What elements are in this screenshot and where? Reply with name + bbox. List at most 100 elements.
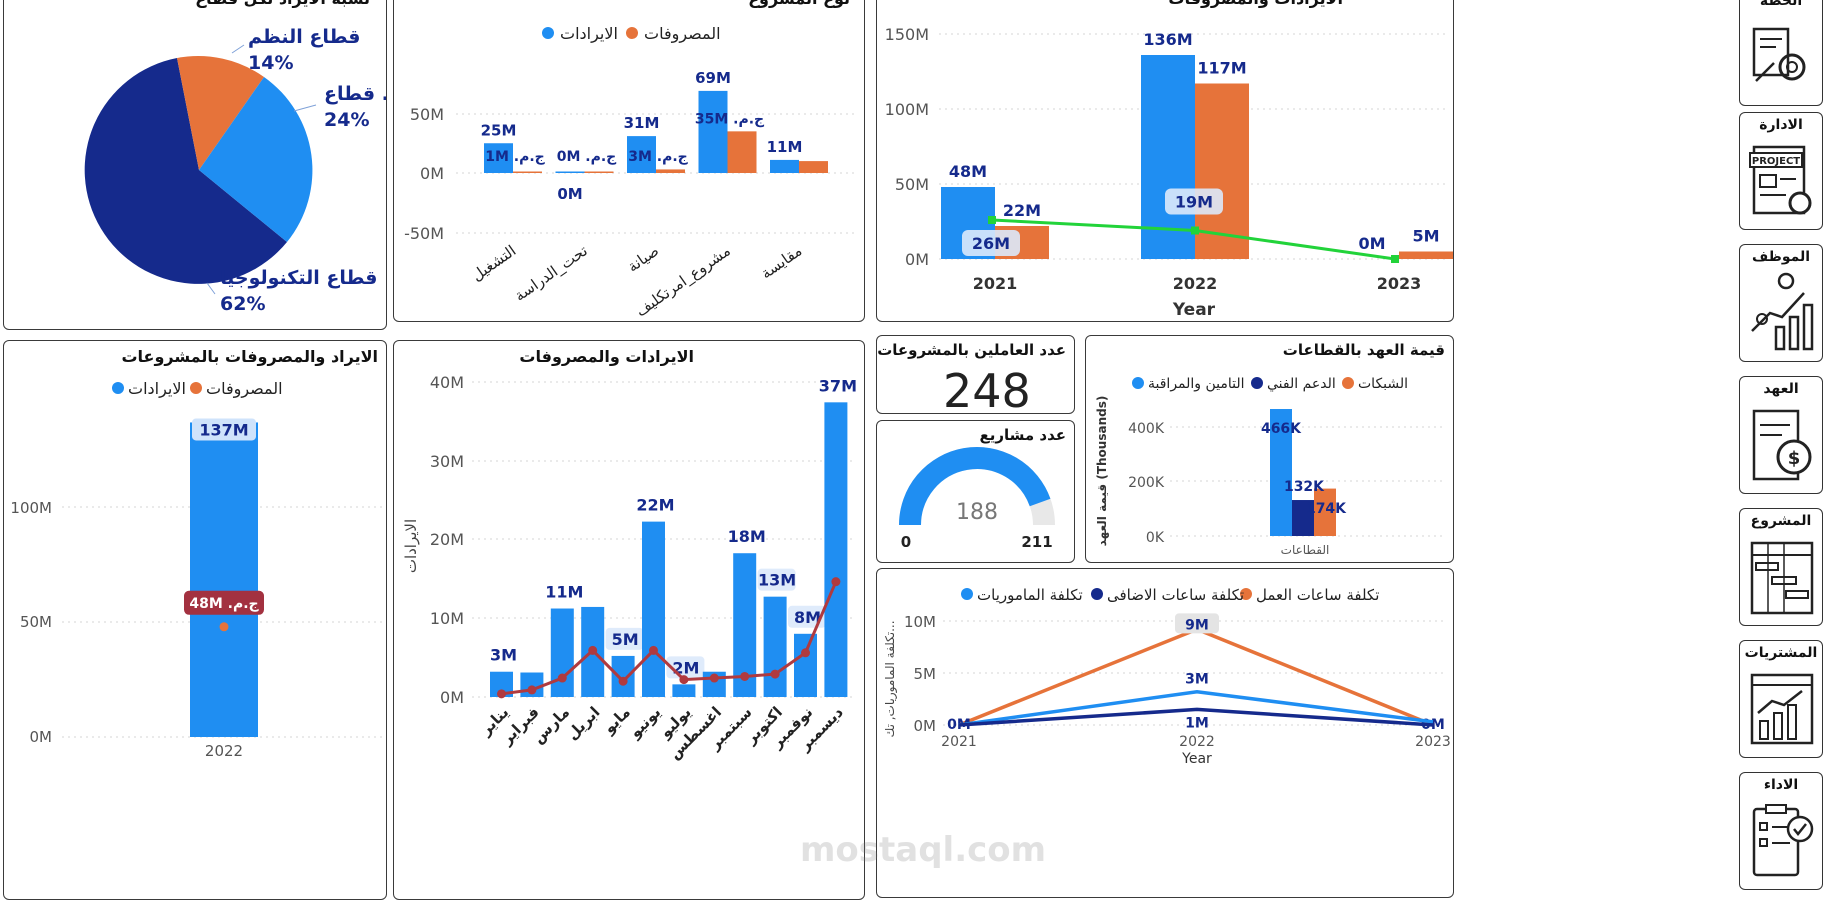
line-data-label: 26M: [972, 234, 1010, 253]
panel-title: الايرادات والمصروفات: [1168, 0, 1343, 8]
nav-label: الادارة: [1759, 117, 1803, 133]
x-categories: 2021 2022 2023: [941, 734, 1451, 750]
pie-slice-technology[interactable]: [84, 58, 287, 284]
nav-management[interactable]: الادارة PROJECT: [1739, 112, 1823, 230]
data-label-bg: [1175, 613, 1219, 634]
data-label-revenue: 0M: [1358, 234, 1385, 253]
data-label-bg: [757, 568, 796, 591]
pie-pct-technology: 62%: [220, 293, 265, 315]
legend-dot-expense: [626, 27, 638, 39]
data-label-revenue: 25M: [481, 121, 517, 139]
bar-expense: [656, 169, 685, 173]
sector-pie-panel: نسبة الايراد لكل قطاع قطاع النظم 14% قطا…: [3, 0, 387, 330]
x-categories: ينايرفبرايرمارسابريلمايويونيويوليواغسطسس…: [476, 703, 847, 763]
y-tick: 5M: [914, 665, 937, 683]
bar-expense: [1399, 251, 1453, 259]
purchases-chart-icon: [1750, 673, 1814, 745]
legend-networks: الشبكات: [1358, 376, 1408, 392]
panel-title: نسبة الايراد لكل قطاع: [195, 0, 370, 8]
y-ticks: 50M 0M -50M: [404, 105, 444, 243]
projects-gauge-panel: عدد مشاريع 188 0 211: [876, 420, 1075, 563]
project-type-chart[interactable]: المصروفات الايرادات 50M 0M -50M 25M ج.م. …: [394, 0, 865, 322]
y-tick: 30M: [430, 452, 464, 471]
line-point: [801, 648, 810, 658]
nav-purchases[interactable]: المشتريات: [1739, 640, 1823, 758]
legend-expense: المصروفات: [644, 24, 721, 44]
x-category-label: 2022: [1173, 274, 1218, 293]
data-label: 8M: [794, 608, 821, 627]
x-axis-title: Year: [1181, 751, 1212, 767]
projects-chart[interactable]: المصروفات الايرادات 100M 50M 0M 137M ج.م.…: [4, 341, 387, 891]
bar-revenue: [490, 671, 513, 697]
watermark: mostaql.com: [800, 830, 1047, 870]
legend-dot-work: [1240, 588, 1252, 600]
projects-gauge[interactable]: 188 0 211: [877, 421, 1075, 563]
custody-chart[interactable]: الشبكات الدعم الفني التامين والمراقبة قي…: [1086, 336, 1454, 563]
monthly-panel: الايرادات والمصروفات الايرادات 40M 30M 2…: [393, 340, 865, 900]
legend-dot-revenue: [112, 382, 124, 394]
cost-chart[interactable]: تكلفة ساعات العمل تكلفة ساعات الاضافى تك…: [877, 569, 1454, 898]
bar-revenue: [733, 553, 757, 697]
nav-project[interactable]: المشروع: [1739, 508, 1823, 626]
side-navigation: الخطة الادارة PROJECT الموظف: [1707, 0, 1827, 890]
nav-employee[interactable]: الموظف: [1739, 244, 1823, 362]
monthly-chart[interactable]: الايرادات 40M 30M 20M 10M 0M 3M 11M 5M 22M 2…: [394, 341, 865, 891]
line-label-bg: [1165, 188, 1223, 215]
sector-pie-chart[interactable]: قطاع النظم 14% قطاع ... 24% قطاع التكنول…: [4, 0, 387, 330]
workers-kpi-panel: عدد العاملين بالمشروعات 248: [876, 335, 1075, 414]
nav-plan[interactable]: الخطة: [1739, 0, 1823, 106]
panel-title: الايرادات والمصروفات: [519, 347, 694, 366]
bar-revenue: [770, 159, 799, 173]
line-data-label: 19M: [1175, 193, 1213, 212]
pie-slice-systems[interactable]: [177, 56, 264, 171]
y-axis-title: قيمة العهد (Thousands): [1095, 396, 1109, 547]
x-category-label: 2021: [941, 734, 977, 750]
data-label-revenue: 31M: [624, 114, 660, 132]
trend-line: 26M 19M: [962, 188, 1399, 263]
bar-revenue: [794, 633, 817, 697]
data-label-revenue: 0M: [557, 185, 582, 203]
bar-expense: [513, 171, 542, 173]
legend-dot-overtime: [1091, 588, 1103, 600]
y-tick: 50M: [410, 105, 444, 124]
bar-revenue: [190, 422, 258, 737]
yearly-chart[interactable]: 150M 100M 50M 0M 48M 22M 2021 136M 117M 2022 0…: [877, 0, 1454, 322]
bar-revenue: [763, 596, 787, 697]
y-tick: 0M: [905, 250, 929, 269]
line-point: [709, 673, 719, 683]
svg-text:PROJECT: PROJECT: [1752, 156, 1800, 167]
line-series-path: [958, 689, 1434, 727]
nav-label: الاداء: [1763, 777, 1799, 793]
line-point: [831, 577, 841, 587]
line-label-bg: [962, 230, 1020, 256]
data-label-expense: ج.م. 0M: [557, 149, 617, 165]
data-label-revenue: 48M: [949, 162, 987, 181]
bar-group: 3M 11M 5M 22M 2M 18M 13M 8M 37M: [490, 376, 857, 697]
performance-checklist-icon: [1752, 804, 1814, 877]
project-document-icon: PROJECT: [1749, 145, 1812, 215]
bar-revenue: [555, 171, 585, 173]
data-label-expense: ج.م. 35M: [695, 111, 765, 127]
bar-0: [1270, 409, 1292, 536]
bar-expense: [727, 131, 757, 173]
x-category-label: 2023: [1415, 734, 1451, 750]
pie-label-technology: قطاع التكنولوجيا: [220, 267, 377, 289]
cost-panel: تكلفة ساعات العمل تكلفة ساعات الاضافى تك…: [876, 568, 1454, 898]
workers-count: 248: [943, 364, 1031, 414]
y-tick: 100M: [10, 499, 52, 517]
bar-group: 466K 132K 174K: [1261, 409, 1347, 536]
nav-custody[interactable]: العهد $: [1739, 376, 1823, 494]
bar-revenue: [611, 655, 635, 697]
nav-performance[interactable]: الاداء: [1739, 772, 1823, 890]
bar-expense: [584, 171, 614, 173]
pie-slice-other[interactable]: [199, 77, 313, 242]
y-tick: 20M: [430, 530, 464, 549]
data-label: 5M: [612, 630, 639, 649]
line-point: [649, 645, 658, 655]
data-label-bg: [192, 418, 256, 441]
data-label-revenue: 69M: [695, 69, 731, 87]
nav-label: الخطة: [1759, 0, 1803, 9]
y-tick: 10M: [904, 613, 936, 631]
data-label-expense: 5M: [1412, 227, 1439, 246]
